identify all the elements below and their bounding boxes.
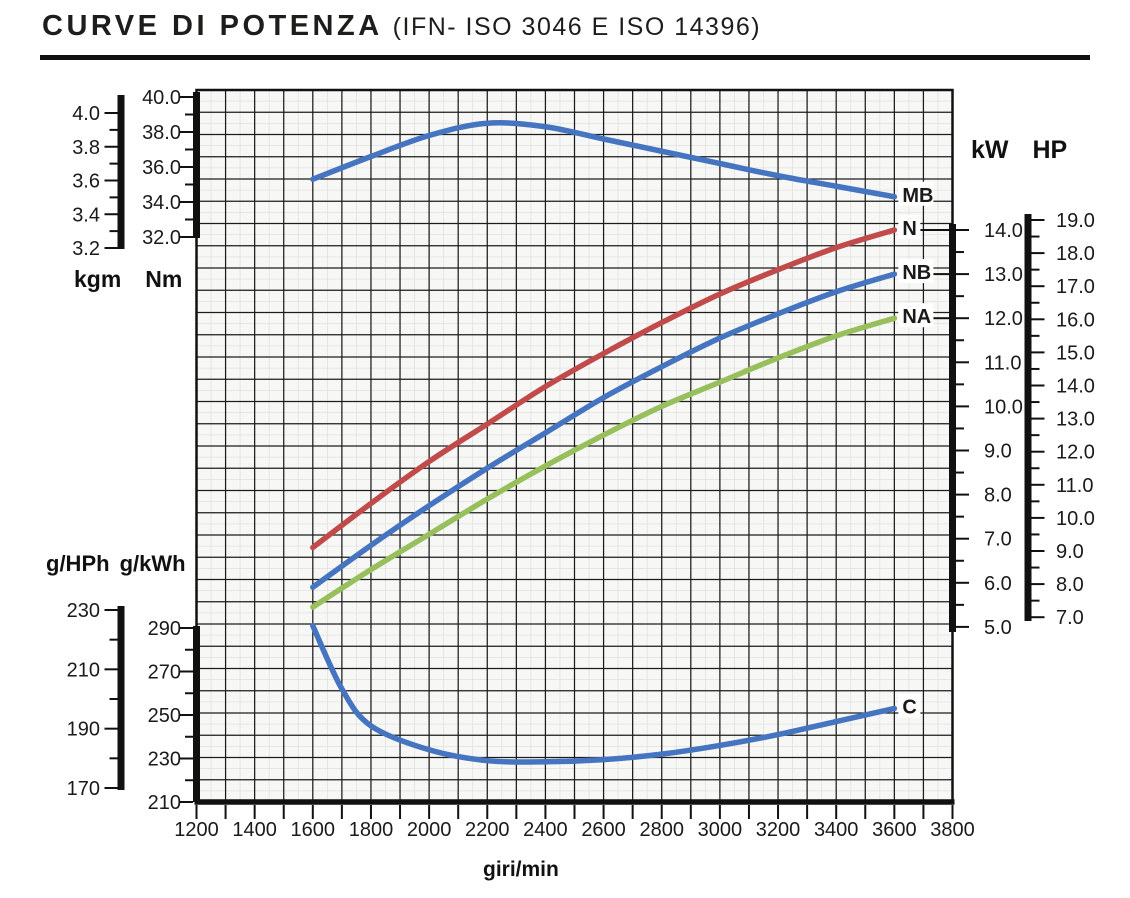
curve-label-bg-N <box>898 215 921 239</box>
kW-tick-label: 8.0 <box>984 485 1012 507</box>
kgm-tick-label: 3.6 <box>72 171 100 193</box>
kW-tick-label: 6.0 <box>984 573 1012 595</box>
nm-unit-label: Nm <box>145 266 183 292</box>
kW-tick-label: 12.0 <box>984 308 1023 330</box>
x-tick-label: 1600 <box>291 819 336 841</box>
HP-tick-label: 8.0 <box>1056 574 1084 596</box>
HP-tick-label: 16.0 <box>1056 309 1095 331</box>
HP-tick-label: 19.0 <box>1056 210 1095 232</box>
x-tick-label: 2800 <box>639 819 684 841</box>
curve-label-bg-MB <box>898 181 934 206</box>
HP-tick-label: 17.0 <box>1056 276 1095 298</box>
kW-tick-label: 11.0 <box>984 352 1021 374</box>
gHPh-tick-label: 190 <box>67 719 100 741</box>
HP-tick-label: 13.0 <box>1056 409 1095 431</box>
kW-tick-label: 7.0 <box>984 529 1012 551</box>
x-axis-title: giri/min <box>483 858 559 881</box>
x-tick-label: 1400 <box>232 819 277 841</box>
gHPh-tick-label: 210 <box>67 659 100 681</box>
Nm-tick-label: 40.0 <box>142 87 181 109</box>
curve-NA <box>310 315 898 610</box>
x-tick-label: 2600 <box>581 819 626 841</box>
curve-label-NA: NA <box>902 306 931 328</box>
title-subtitle: (IFN- ISO 3046 E ISO 14396) <box>392 13 762 41</box>
curve-label-NB: NB <box>902 262 931 284</box>
HP-tick-label: 15.0 <box>1056 342 1095 364</box>
curve-label-MB: MB <box>902 185 933 207</box>
x-tick-label: 3400 <box>814 819 859 841</box>
kgm-unit-label: kgm <box>74 266 122 292</box>
kgm-tick-label: 3.2 <box>72 238 100 260</box>
HP-tick-label: 10.0 <box>1056 508 1095 530</box>
kw-unit-label: kW <box>971 136 1009 164</box>
kW-tick-label: 5.0 <box>984 617 1012 639</box>
HP-tick-label: 11.0 <box>1056 475 1093 497</box>
ghph-unit-label: g/HPh <box>46 551 110 576</box>
gkWh-tick-label: 270 <box>148 662 181 684</box>
curve-label-bg-C <box>898 693 921 718</box>
power-unit-labels: kW HP <box>971 136 1067 165</box>
gkwh-unit-label: g/kWh <box>119 551 186 576</box>
curve-NB <box>310 271 898 590</box>
Nm-tick-label: 34.0 <box>142 192 181 214</box>
x-tick-label: 1800 <box>349 819 394 841</box>
HP-tick-label: 9.0 <box>1056 541 1084 563</box>
x-tick-label: 3200 <box>756 819 801 841</box>
kW-tick-label: 9.0 <box>984 441 1012 463</box>
gkWh-tick-label: 230 <box>148 749 181 771</box>
Nm-tick-label: 38.0 <box>142 122 181 144</box>
x-tick-label: 3000 <box>698 819 743 841</box>
x-tick-label: 3800 <box>930 819 975 841</box>
gkWh-tick-label: 250 <box>148 705 181 727</box>
HP-tick-label: 14.0 <box>1056 376 1095 398</box>
Nm-tick-label: 32.0 <box>142 227 181 249</box>
x-tick-label: 2200 <box>465 819 510 841</box>
x-tick-label: 2000 <box>407 819 452 841</box>
title-divider <box>40 55 1090 60</box>
gHPh-tick-label: 230 <box>67 600 100 622</box>
curve-label-C: C <box>902 696 916 718</box>
gkWh-tick-label: 210 <box>148 792 181 814</box>
Nm-tick-label: 36.0 <box>142 157 181 179</box>
x-tick-label: 3600 <box>872 819 917 841</box>
curve-C <box>310 623 898 765</box>
kgm-tick-label: 3.4 <box>72 204 100 226</box>
curve-label-bg-NB <box>898 259 934 284</box>
kgm-tick-label: 3.8 <box>72 137 100 159</box>
hp-unit-label: HP <box>1032 136 1068 164</box>
curve-N <box>310 227 898 551</box>
kgm-tick-label: 4.0 <box>72 103 100 125</box>
HP-tick-label: 18.0 <box>1056 243 1095 265</box>
HP-tick-label: 12.0 <box>1056 442 1095 464</box>
HP-tick-label: 7.0 <box>1056 607 1084 629</box>
torque-unit-labels: kgm Nm <box>74 266 182 293</box>
kW-tick-label: 14.0 <box>984 220 1023 242</box>
consumption-unit-labels: g/HPh g/kWh <box>46 551 186 577</box>
kW-tick-label: 13.0 <box>984 264 1023 286</box>
page-title: CURVE DI POTENZA (IFN- ISO 3046 E ISO 143… <box>42 10 761 43</box>
curve-label-bg-NA <box>898 303 934 328</box>
gkWh-tick-label: 290 <box>148 618 181 640</box>
x-tick-label: 1200 <box>174 819 219 841</box>
x-tick-label: 2400 <box>523 819 568 841</box>
curve-label-N: N <box>902 218 916 240</box>
gHPh-tick-label: 170 <box>67 778 100 800</box>
curve-MB <box>310 120 898 200</box>
title-main: CURVE DI POTENZA <box>42 10 383 42</box>
kW-tick-label: 10.0 <box>984 396 1023 418</box>
